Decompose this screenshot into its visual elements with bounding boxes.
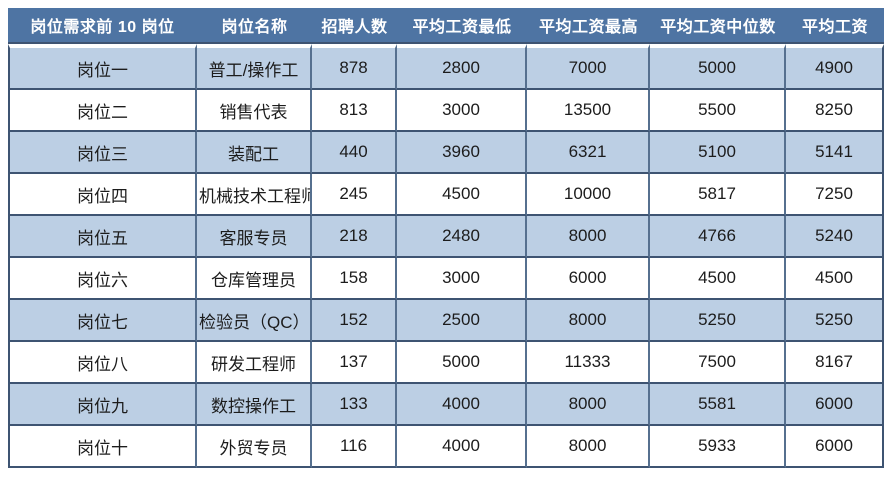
table-row: 岗位一 普工/操作工 878 2800 7000 5000 4900 — [8, 44, 884, 90]
value-cell: 4000 — [397, 426, 527, 468]
value-cell: 4500 — [786, 258, 884, 300]
value-cell: 5250 — [650, 300, 786, 342]
column-header-7: 平均工资 — [786, 8, 884, 44]
job-name-cell: 仓库管理员 — [197, 258, 312, 300]
value-cell: 440 — [312, 132, 397, 174]
value-cell: 8000 — [527, 300, 650, 342]
job-name-cell: 外贸专员 — [197, 426, 312, 468]
value-cell: 4500 — [397, 174, 527, 216]
value-cell: 5250 — [786, 300, 884, 342]
rank-cell: 岗位四 — [8, 174, 197, 216]
job-name-cell: 数控操作工 — [197, 384, 312, 426]
value-cell: 8000 — [527, 216, 650, 258]
table-row: 岗位五 客服专员 218 2480 8000 4766 5240 — [8, 216, 884, 258]
value-cell: 2500 — [397, 300, 527, 342]
table-body: 岗位一 普工/操作工 878 2800 7000 5000 4900 岗位二 销售代表 813 30… — [8, 44, 884, 468]
table-row: 岗位十 外贸专员 116 4000 8000 5933 6000 — [8, 426, 884, 468]
jobs-table: 岗位需求前 10 岗位 岗位名称 招聘人数 平均工资最低 平均工资最高 平均工资中位数 平均… — [8, 8, 884, 468]
value-cell: 7000 — [527, 44, 650, 90]
value-cell: 13500 — [527, 90, 650, 132]
value-cell: 8167 — [786, 342, 884, 384]
column-header-1: 岗位需求前 10 岗位 — [8, 8, 197, 44]
value-cell: 3960 — [397, 132, 527, 174]
value-cell: 4766 — [650, 216, 786, 258]
table-row: 岗位九 数控操作工 133 4000 8000 5581 6000 — [8, 384, 884, 426]
table-row: 岗位三 装配工 440 3960 6321 5100 5141 — [8, 132, 884, 174]
value-cell: 8000 — [527, 426, 650, 468]
value-cell: 7500 — [650, 342, 786, 384]
column-header-3: 招聘人数 — [312, 8, 397, 44]
value-cell: 4000 — [397, 384, 527, 426]
value-cell: 5933 — [650, 426, 786, 468]
table-row: 岗位二 销售代表 813 3000 13500 5500 8250 — [8, 90, 884, 132]
table-row: 岗位七 检验员（QC） 152 2500 8000 5250 5250 — [8, 300, 884, 342]
value-cell: 152 — [312, 300, 397, 342]
job-name-cell: 研发工程师 — [197, 342, 312, 384]
value-cell: 6321 — [527, 132, 650, 174]
value-cell: 5000 — [650, 44, 786, 90]
value-cell: 137 — [312, 342, 397, 384]
rank-cell: 岗位三 — [8, 132, 197, 174]
value-cell: 2800 — [397, 44, 527, 90]
rank-cell: 岗位十 — [8, 426, 197, 468]
value-cell: 5100 — [650, 132, 786, 174]
value-cell: 7250 — [786, 174, 884, 216]
value-cell: 2480 — [397, 216, 527, 258]
value-cell: 218 — [312, 216, 397, 258]
column-header-6: 平均工资中位数 — [650, 8, 786, 44]
value-cell: 3000 — [397, 258, 527, 300]
value-cell: 5240 — [786, 216, 884, 258]
column-header-4: 平均工资最低 — [397, 8, 527, 44]
value-cell: 878 — [312, 44, 397, 90]
rank-cell: 岗位六 — [8, 258, 197, 300]
rank-cell: 岗位九 — [8, 384, 197, 426]
value-cell: 6000 — [786, 426, 884, 468]
rank-cell: 岗位八 — [8, 342, 197, 384]
value-cell: 4500 — [650, 258, 786, 300]
value-cell: 6000 — [786, 384, 884, 426]
value-cell: 6000 — [527, 258, 650, 300]
column-header-5: 平均工资最高 — [527, 8, 650, 44]
value-cell: 245 — [312, 174, 397, 216]
value-cell: 116 — [312, 426, 397, 468]
rank-cell: 岗位二 — [8, 90, 197, 132]
header-row: 岗位需求前 10 岗位 岗位名称 招聘人数 平均工资最低 平均工资最高 平均工资中位数 平均… — [8, 8, 884, 44]
job-name-cell: 销售代表 — [197, 90, 312, 132]
value-cell: 5500 — [650, 90, 786, 132]
table-row: 岗位六 仓库管理员 158 3000 6000 4500 4500 — [8, 258, 884, 300]
value-cell: 4900 — [786, 44, 884, 90]
value-cell: 5817 — [650, 174, 786, 216]
job-name-cell: 机械技术工程师 — [197, 174, 312, 216]
value-cell: 10000 — [527, 174, 650, 216]
rank-cell: 岗位一 — [8, 44, 197, 90]
value-cell: 813 — [312, 90, 397, 132]
value-cell: 8000 — [527, 384, 650, 426]
value-cell: 8250 — [786, 90, 884, 132]
rank-cell: 岗位七 — [8, 300, 197, 342]
value-cell: 5141 — [786, 132, 884, 174]
job-name-cell: 普工/操作工 — [197, 44, 312, 90]
value-cell: 3000 — [397, 90, 527, 132]
value-cell: 5000 — [397, 342, 527, 384]
column-header-2: 岗位名称 — [197, 8, 312, 44]
table-row: 岗位四 机械技术工程师 245 4500 10000 5817 7250 — [8, 174, 884, 216]
job-name-cell: 装配工 — [197, 132, 312, 174]
value-cell: 133 — [312, 384, 397, 426]
table-row: 岗位八 研发工程师 137 5000 11333 7500 8167 — [8, 342, 884, 384]
job-name-cell: 检验员（QC） — [197, 300, 312, 342]
value-cell: 158 — [312, 258, 397, 300]
rank-cell: 岗位五 — [8, 216, 197, 258]
job-name-cell: 客服专员 — [197, 216, 312, 258]
value-cell: 5581 — [650, 384, 786, 426]
value-cell: 11333 — [527, 342, 650, 384]
